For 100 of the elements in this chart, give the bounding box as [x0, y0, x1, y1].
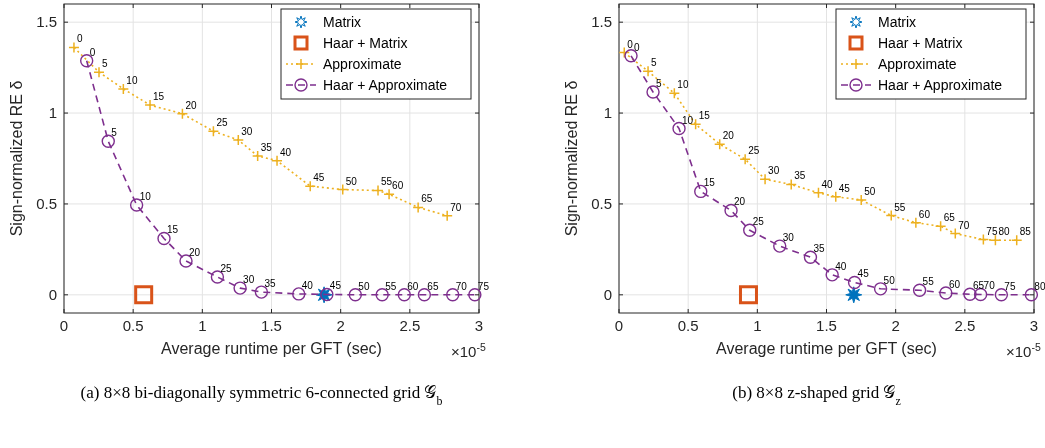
y-axis-title: Sign-normalized RE δ: [8, 80, 25, 237]
annotation: 50: [358, 280, 370, 292]
annotation: 30: [782, 232, 795, 244]
point: [618, 46, 631, 59]
point: [812, 187, 825, 199]
x-axis-title: Average runtime per GFT (sec): [716, 340, 937, 357]
annotation: 70: [983, 280, 996, 292]
annotation: 70: [450, 201, 462, 213]
annotation: 25: [220, 263, 232, 275]
annotation: 75: [1004, 280, 1016, 292]
point: [739, 153, 751, 165]
point: [912, 283, 927, 297]
annotation: 65: [943, 212, 956, 224]
annotation: 45: [313, 172, 325, 184]
y-axis-title: Sign-normalized RE δ: [563, 80, 580, 237]
point: [977, 233, 990, 246]
annotation: 20: [722, 130, 735, 142]
x-tick-label: 0.5: [677, 317, 699, 334]
annotation: 65: [427, 280, 439, 292]
point: [144, 99, 156, 111]
point: [785, 178, 797, 191]
annotation: 60: [407, 280, 419, 292]
point: [855, 194, 867, 206]
annotation: 15: [703, 177, 716, 189]
point: [934, 220, 947, 233]
point: [210, 270, 225, 284]
point: [320, 287, 334, 302]
annotation: 40: [835, 260, 847, 272]
annotation: 85: [1019, 226, 1032, 238]
annotation: 5: [656, 77, 663, 89]
legend-label: Approximate: [323, 56, 402, 72]
annotation: 25: [216, 117, 228, 129]
y-tick-label: 0.5: [36, 194, 57, 212]
annotation: 40: [821, 178, 834, 190]
point: [254, 285, 269, 299]
point: [336, 183, 349, 196]
point: [129, 198, 144, 212]
legend-label: Haar + Approximate: [323, 77, 448, 93]
annotation: 55: [922, 276, 935, 288]
legend-label: Haar + Matrix: [878, 35, 963, 51]
point: [117, 83, 130, 95]
point: [759, 173, 771, 185]
annotation: 45: [329, 280, 342, 292]
y-tick-label: 0.5: [591, 194, 612, 212]
annotation: 45: [838, 182, 851, 194]
annotation: 20: [189, 247, 201, 259]
annotation: 30: [241, 125, 253, 137]
annotation: 15: [698, 110, 711, 122]
legend-label: Haar + Approximate: [878, 77, 1003, 93]
point: [251, 150, 264, 162]
annotation: 30: [768, 165, 780, 177]
annotation: 55: [381, 176, 393, 188]
point: [417, 288, 432, 302]
point: [724, 203, 738, 218]
annotation: 0: [89, 46, 96, 58]
annotation: 40: [280, 146, 292, 158]
point: [830, 190, 842, 203]
x-tick-label: 0: [614, 317, 624, 334]
point: [1010, 234, 1023, 247]
annotation: 5: [111, 127, 118, 139]
text: (a) 8×8 bi-diagonally symmetric 6-connected grid 𝒢$_{b}$: [80, 383, 443, 408]
point: [101, 134, 115, 148]
annotation: 25: [752, 216, 765, 228]
x-tick-label: 2: [891, 317, 900, 334]
x-tick-label: 2.5: [399, 317, 421, 334]
point: [773, 239, 787, 253]
point: [157, 231, 171, 246]
x-tick-label: 2: [336, 317, 345, 334]
annotation: 65: [972, 280, 985, 292]
point: [446, 288, 460, 302]
point: [383, 188, 395, 201]
annotation: 5: [102, 58, 108, 70]
point: [397, 288, 411, 302]
annotation: 80: [1034, 280, 1045, 292]
y-tick-label: 1.5: [36, 13, 57, 31]
point: [468, 288, 482, 302]
point: [134, 285, 154, 305]
point: [207, 125, 220, 137]
point: [713, 138, 726, 150]
annotation: 80: [998, 226, 1010, 238]
point: [738, 285, 758, 305]
x-tick-label: 1: [198, 317, 207, 334]
annotation: 15: [153, 91, 165, 103]
point: [994, 288, 1009, 302]
x-tick-label: 1: [753, 317, 762, 334]
point: [694, 184, 708, 199]
y-tick-label: 1: [603, 104, 612, 122]
annotation: 0: [634, 41, 641, 53]
annotation: 10: [677, 79, 689, 91]
point: [93, 66, 105, 78]
annotation: 45: [857, 268, 870, 280]
point: [939, 286, 953, 300]
point: [910, 216, 922, 229]
annotation: 50: [345, 175, 358, 187]
x-tick-label: 0.5: [122, 317, 144, 334]
annotation: 75: [477, 280, 490, 292]
point: [412, 201, 424, 214]
x-tick-label: 3: [474, 317, 484, 334]
legend-label: Matrix: [323, 14, 362, 30]
point: [1024, 288, 1039, 302]
